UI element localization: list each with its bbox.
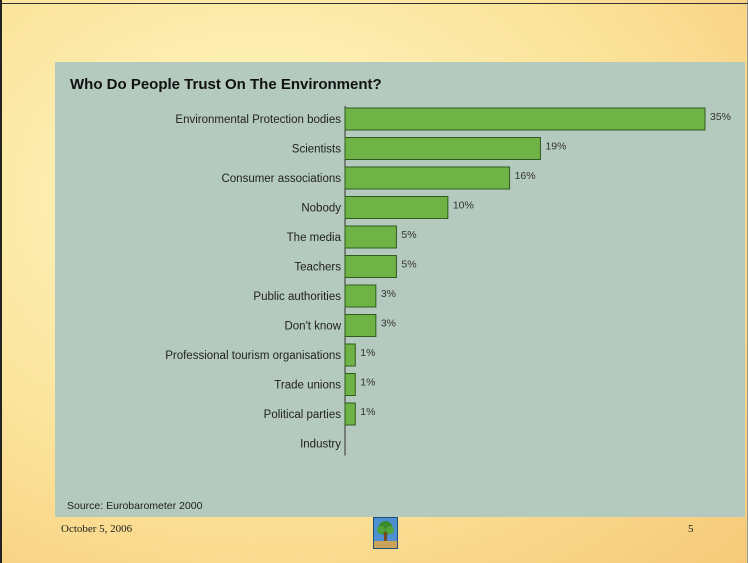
bar <box>344 137 541 160</box>
category-label: Scientists <box>292 144 341 156</box>
chart-source: Source: Eurobarometer 2000 <box>67 500 203 512</box>
data-label: 3% <box>381 318 396 330</box>
category-label: Trade unions <box>274 380 341 392</box>
category-label: Professional tourism organisations <box>165 350 341 362</box>
bar <box>344 343 356 367</box>
top-border-line <box>2 3 748 4</box>
category-label: Consumer associations <box>221 173 341 185</box>
data-label: 1% <box>360 406 375 418</box>
data-label: 16% <box>515 170 536 182</box>
data-label: 19% <box>545 141 566 153</box>
bar-chart: Environmental Protection bodies 35% Scient… <box>165 106 731 456</box>
category-label: Political parties <box>264 409 342 421</box>
data-label: 1% <box>360 377 375 389</box>
bar <box>344 166 511 190</box>
data-label: 10% <box>453 200 474 212</box>
category-label: Public authorities <box>253 291 341 303</box>
footer-date: October 5, 2006 <box>61 523 133 535</box>
bar <box>344 402 356 426</box>
page-number: 5 <box>688 523 694 535</box>
bar <box>344 225 397 249</box>
data-label: 3% <box>381 288 396 300</box>
bar <box>344 314 377 337</box>
category-label: Environmental Protection bodies <box>175 114 341 126</box>
data-label: 35% <box>710 111 731 123</box>
data-label: 1% <box>360 347 375 359</box>
data-label: 5% <box>401 259 416 271</box>
category-label: Nobody <box>301 203 341 215</box>
bar <box>344 373 356 396</box>
category-label: The media <box>287 232 342 244</box>
bar <box>344 196 449 219</box>
chart-title: Who Do People Trust On The Environment? <box>70 76 382 93</box>
bar <box>344 284 377 308</box>
bar <box>344 255 397 278</box>
tree-logo-icon <box>373 517 398 549</box>
category-label: Teachers <box>294 262 341 274</box>
category-label: Industry <box>300 439 341 451</box>
bar <box>344 107 706 131</box>
chart-panel: Who Do People Trust On The Environment? … <box>55 62 745 517</box>
data-label: 5% <box>401 229 416 241</box>
category-label: Don't know <box>284 321 341 333</box>
